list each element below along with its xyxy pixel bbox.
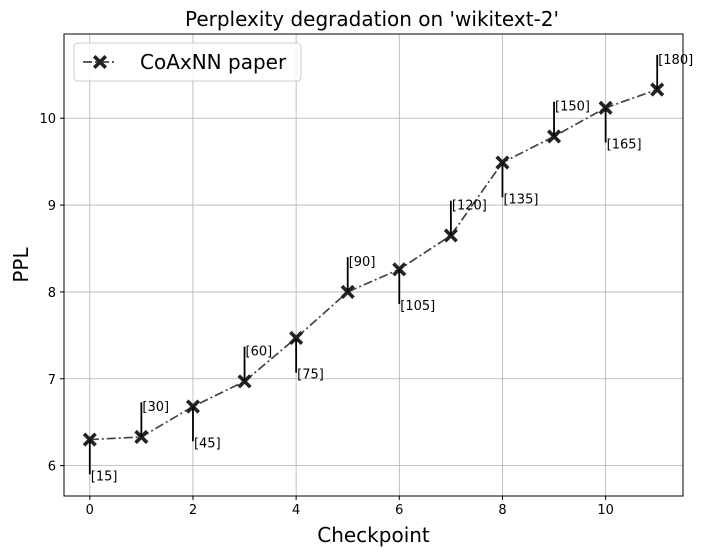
legend-marker-icon bbox=[92, 54, 108, 70]
data-point-marker bbox=[443, 228, 458, 243]
annotation-label: [180] bbox=[658, 53, 693, 68]
legend: CoAxNN paper bbox=[73, 42, 302, 82]
y-tick-label: 6 bbox=[48, 460, 56, 475]
x-tick-label: 4 bbox=[292, 503, 300, 518]
annotation-label: [30] bbox=[142, 400, 169, 415]
plot-area bbox=[63, 33, 684, 497]
annotations: [15] [30] [45] [60] [75] [90] [105] [120] [135] [… bbox=[88, 53, 693, 484]
annotation-label: [75] bbox=[297, 368, 324, 383]
y-tick-label: 10 bbox=[39, 112, 56, 127]
annotation-label: [90] bbox=[349, 255, 376, 270]
x-tick-label: 8 bbox=[498, 503, 506, 518]
x-tick-label: 2 bbox=[189, 503, 197, 518]
annotation-label: [15] bbox=[91, 469, 118, 484]
annotation-label: [135] bbox=[503, 192, 538, 207]
series-line bbox=[89, 88, 658, 441]
legend-entry-label: CoAxNN paper bbox=[140, 50, 287, 74]
series-layer bbox=[82, 82, 665, 447]
annotation-label: [165] bbox=[607, 138, 642, 153]
x-tick-label: 10 bbox=[597, 503, 614, 518]
annotation-label: [105] bbox=[400, 299, 435, 314]
annotation-label: [45] bbox=[194, 436, 221, 451]
data-point-marker bbox=[392, 262, 407, 277]
y-axis-title: PPL bbox=[9, 247, 33, 283]
legend-box bbox=[73, 42, 302, 82]
axis-ticks: 0 2 4 6 8 10 6 7 8 9 10 bbox=[39, 112, 613, 518]
annotation-label: [150] bbox=[555, 100, 590, 115]
data-point-marker bbox=[289, 330, 304, 345]
legend-marker-glyph bbox=[92, 54, 108, 70]
y-tick-label: 7 bbox=[48, 373, 56, 388]
annotation-label: [120] bbox=[452, 199, 487, 214]
x-axis-title: Checkpoint bbox=[317, 523, 430, 547]
x-tick-label: 0 bbox=[86, 503, 94, 518]
data-point-marker bbox=[546, 129, 562, 144]
annotation-label: [60] bbox=[246, 345, 273, 360]
y-tick-label: 9 bbox=[48, 199, 56, 214]
chart-title: Perplexity degradation on 'wikitext-2' bbox=[185, 7, 559, 31]
x-tick-label: 6 bbox=[395, 503, 403, 518]
data-point-marker bbox=[495, 155, 510, 170]
y-tick-label: 8 bbox=[48, 286, 56, 301]
